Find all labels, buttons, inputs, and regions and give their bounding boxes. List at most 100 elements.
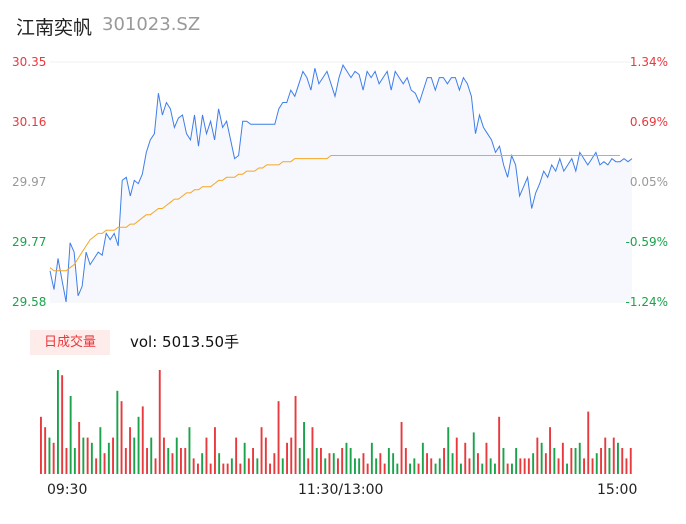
volume-bar: [286, 442, 288, 474]
volume-bar: [464, 442, 467, 474]
volume-bar: [578, 442, 581, 474]
volume-bar: [404, 448, 407, 474]
volume-bar: [320, 448, 322, 474]
average-price-line: [49, 155, 620, 272]
volume-bar: [566, 463, 568, 474]
volume-bar: [426, 453, 428, 474]
volume-bar: [69, 396, 72, 474]
volume-bar: [413, 458, 416, 474]
volume-bar: [163, 437, 165, 474]
volume-bar: [124, 448, 127, 474]
volume-bar: [349, 448, 352, 474]
volume-bar: [421, 442, 424, 474]
volume-bar: [154, 458, 157, 474]
volume-bar: [519, 458, 522, 474]
time-tick-label: 09:30: [47, 482, 88, 498]
volume-bar: [447, 427, 450, 474]
volume-bar: [52, 442, 55, 474]
volume-bar: [137, 416, 140, 474]
volume-bar: [78, 422, 81, 474]
volume-bar: [417, 463, 420, 474]
volume-bar: [277, 401, 280, 474]
stock-name: 江南奕帆: [16, 17, 93, 39]
volume-bar: [557, 458, 560, 474]
volume-bar: [112, 437, 114, 474]
volume-bar: [527, 458, 530, 474]
volume-readout: vol: 5013.50手: [130, 333, 240, 351]
volume-bar: [95, 458, 98, 474]
volume-bar: [370, 442, 373, 474]
volume-bar: [192, 458, 195, 474]
volume-bar: [218, 453, 221, 474]
volume-bar: [341, 448, 344, 474]
volume-bar: [90, 442, 93, 474]
volume-bar: [383, 463, 386, 474]
volume-bar: [358, 458, 361, 474]
volume-bar: [409, 463, 411, 474]
volume-bar: [180, 448, 182, 474]
price-tick-label: 30.16: [12, 115, 47, 129]
volume-bar: [337, 458, 339, 474]
volume-bar: [477, 453, 479, 474]
volume-bar: [57, 370, 59, 474]
volume-bar: [511, 463, 513, 474]
volume-bar: [434, 463, 437, 474]
volume-bar: [574, 448, 577, 474]
daily-volume-tab[interactable]: 日成交量: [30, 330, 110, 355]
volume-bar: [294, 396, 297, 474]
volume-bar: [214, 427, 216, 474]
volume-bar: [549, 427, 551, 474]
volume-bar: [82, 437, 85, 474]
volume-bar: [498, 416, 501, 474]
price-tick-label: 29.97: [12, 175, 47, 189]
volume-bars: [40, 370, 632, 474]
volume-bar: [494, 463, 496, 474]
volume-bar: [396, 463, 399, 474]
volume-bar: [536, 437, 539, 474]
volume-bar: [468, 458, 471, 474]
volume-bar: [375, 458, 378, 474]
volume-bar: [443, 448, 445, 474]
volume-bar: [608, 448, 611, 474]
volume-bar: [362, 453, 365, 474]
volume-bar: [303, 422, 305, 474]
percent-tick-label: -1.24%: [625, 295, 668, 309]
volume-bar: [141, 406, 144, 474]
volume-bar: [73, 448, 76, 474]
volume-bar: [587, 411, 590, 474]
volume-bar: [281, 458, 284, 474]
volume-bar: [451, 453, 454, 474]
volume-bar: [523, 458, 526, 474]
volume-bar: [332, 453, 335, 474]
volume-bar: [392, 453, 395, 474]
volume-bar: [116, 390, 119, 474]
volume-bar: [583, 458, 585, 474]
volume-bar: [86, 437, 89, 474]
volume-bar: [540, 442, 543, 474]
volume-bar: [438, 458, 441, 474]
volume-bar: [99, 427, 102, 474]
volume-bar: [460, 463, 462, 474]
volume-bar: [315, 448, 318, 474]
volume-bar: [290, 437, 293, 474]
volume-bar: [44, 427, 47, 474]
volume-bar: [354, 458, 356, 474]
volume-bar: [600, 448, 602, 474]
volume-bar: [226, 463, 229, 474]
volume-bar: [239, 463, 242, 474]
time-tick-label: 11:30/13:00: [298, 482, 384, 498]
percent-tick-label: 1.34%: [629, 55, 668, 69]
volume-bar: [48, 437, 51, 474]
volume-bar: [489, 458, 492, 474]
price-tick-label: 29.58: [12, 295, 47, 309]
volume-bar: [273, 453, 276, 474]
price-tick-label: 29.77: [12, 235, 47, 249]
price-line: [49, 63, 633, 303]
volume-bar: [129, 427, 131, 474]
volume-bar: [298, 448, 301, 474]
volume-bar: [269, 463, 271, 474]
volume-bar: [617, 442, 619, 474]
volume-bar: [472, 432, 475, 474]
volume-bar: [553, 448, 556, 474]
